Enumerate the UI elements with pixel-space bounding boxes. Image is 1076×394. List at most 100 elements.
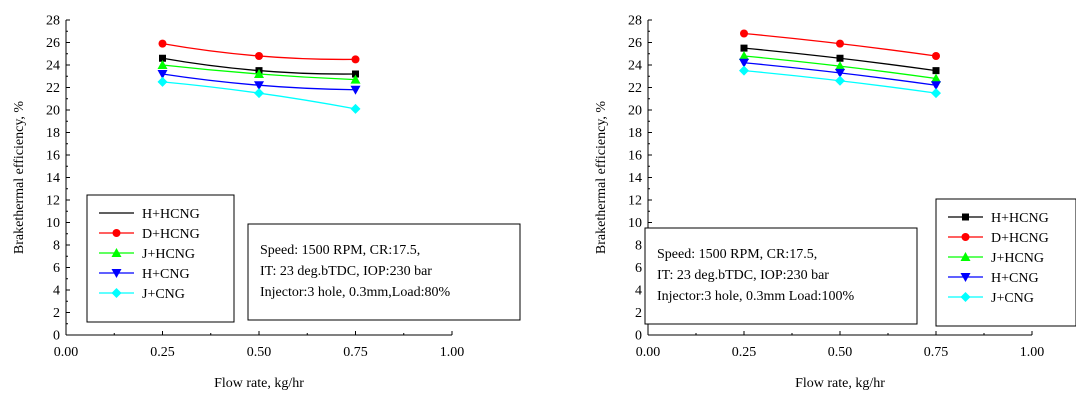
legend-label: H+CNG: [142, 267, 190, 282]
y-tick-label: 2: [53, 306, 60, 321]
legend-marker: [960, 292, 971, 302]
legend-marker: [960, 273, 971, 282]
y-tick-label: 16: [628, 149, 642, 164]
legend-marker: [111, 288, 122, 298]
data-point: [159, 54, 166, 62]
x-tick-label: 0.00: [636, 345, 661, 360]
legend-label: J+CNG: [991, 291, 1034, 306]
annotation-box: [644, 227, 918, 325]
x-axis-label: Flow rate, kg/hr: [795, 376, 885, 391]
legend-label: H+HCNG: [991, 211, 1049, 226]
annotation: Speed: 1500 RPM, CR:17.5, IT: 23 deg.bTDC…: [644, 227, 918, 325]
series-J+CNG: [739, 65, 941, 99]
legend-label: D+HCNG: [142, 227, 200, 242]
legend: H+HCNG D+HCNG J+HCNG H+CNG J+CNG: [935, 198, 1076, 327]
y-tick-label: 6: [635, 261, 642, 276]
y-tick-label: 22: [46, 81, 60, 96]
annotation-line: IT: 23 deg.bTDC, IOP:230 bar: [260, 264, 432, 279]
x-tick-label: 0.50: [247, 345, 272, 360]
data-point: [350, 85, 361, 95]
y-tick-label: 20: [46, 104, 60, 119]
series-J+HCNG: [157, 60, 361, 84]
y-tick-label: 24: [628, 59, 642, 74]
data-point: [254, 81, 264, 91]
x-axis-label: Flow rate, kg/hr: [214, 376, 304, 391]
y-tick-label: 2: [635, 306, 642, 321]
data-point: [836, 39, 844, 48]
y-tick-label: 18: [46, 126, 60, 141]
y-axis-label: Brakethermal efficiency, %: [12, 101, 27, 254]
data-point: [740, 29, 748, 38]
y-tick-label: 14: [46, 171, 60, 186]
y-tick-label: 8: [635, 239, 642, 254]
y-tick-label: 22: [628, 81, 642, 96]
annotation-line: IT: 23 deg.bTDC, IOP:230 bar: [657, 268, 829, 283]
data-point: [350, 103, 361, 114]
annotation-line: Injector:3 hole, 0.3mm,Load:80%: [260, 285, 450, 300]
legend-box: [935, 198, 1076, 327]
data-point: [157, 76, 168, 87]
legend-marker: [111, 248, 122, 257]
y-tick-label: 26: [628, 36, 642, 51]
data-point: [255, 52, 263, 60]
y-tick-label: 4: [635, 284, 642, 299]
annotation-line: Injector:3 hole, 0.3mm Load:100%: [657, 289, 854, 304]
y-tick-label: 0: [635, 329, 642, 344]
annotation-box: [247, 223, 521, 321]
data-point: [740, 44, 748, 52]
annotation-line: Speed: 1500 RPM, CR:17.5,: [657, 247, 817, 262]
legend-marker: [960, 252, 971, 261]
data-point: [835, 75, 845, 86]
series-H+CNG: [157, 70, 361, 95]
data-point: [351, 55, 360, 64]
data-point: [836, 54, 844, 62]
legend-label: D+HCNG: [991, 231, 1049, 246]
data-point: [932, 52, 940, 60]
annotation-line: Speed: 1500 RPM, CR:17.5,: [260, 243, 420, 258]
y-tick-label: 18: [628, 126, 642, 141]
data-point: [931, 81, 941, 91]
legend-label: H+CNG: [991, 271, 1039, 286]
data-point: [931, 73, 941, 83]
legend-marker: [962, 213, 969, 221]
data-point: [739, 58, 749, 68]
data-point: [739, 51, 749, 60]
y-tick-label: 28: [628, 14, 642, 29]
data-point: [931, 88, 941, 99]
y-tick-label: 26: [46, 36, 60, 51]
data-point: [158, 39, 167, 48]
y-tick-label: 12: [628, 194, 642, 209]
legend-label: J+HCNG: [142, 247, 195, 262]
legend-marker: [112, 229, 121, 237]
series-D+HCNG: [158, 39, 360, 64]
x-tick-label: 0.75: [343, 345, 368, 360]
y-tick-label: 10: [46, 216, 60, 231]
data-point: [352, 70, 359, 78]
data-point: [835, 61, 845, 71]
y-tick-label: 8: [53, 239, 60, 254]
data-point: [932, 67, 940, 75]
y-tick-label: 14: [628, 171, 642, 186]
x-tick-label: 0.75: [924, 345, 949, 360]
y-tick-label: 0: [53, 329, 60, 344]
legend-marker: [961, 233, 970, 241]
x-tick-label: 0.00: [54, 345, 79, 360]
series-D+HCNG: [740, 29, 940, 60]
series-H+CNG: [739, 58, 941, 91]
data-point: [254, 69, 264, 78]
x-tick-label: 1.00: [1020, 345, 1045, 360]
y-tick-label: 16: [46, 149, 60, 164]
legend-label: J+HCNG: [991, 251, 1044, 266]
y-tick-label: 20: [628, 104, 642, 119]
data-point: [350, 74, 361, 84]
data-point: [254, 88, 264, 99]
series-J+HCNG: [739, 51, 941, 83]
data-point: [739, 65, 749, 76]
y-tick-label: 24: [46, 59, 60, 74]
y-tick-label: 28: [46, 14, 60, 29]
y-tick-label: 10: [628, 216, 642, 231]
legend-marker: [111, 269, 122, 278]
x-tick-label: 1.00: [440, 345, 465, 360]
